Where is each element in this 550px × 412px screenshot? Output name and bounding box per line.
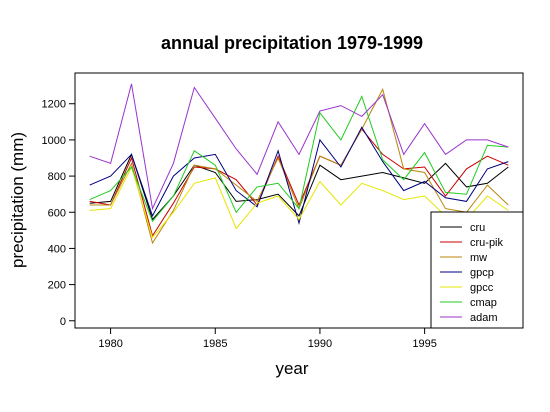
legend-label-mw: mw xyxy=(470,252,487,264)
chart-title: annual precipitation 1979-1999 xyxy=(161,33,423,53)
y-tick-label: 200 xyxy=(48,280,66,292)
series-line-adam xyxy=(89,83,509,211)
legend: cru cru-pik mw gpcp gpcc cmap adam xyxy=(430,211,524,329)
y-tick-label: 400 xyxy=(48,243,66,255)
y-axis: 0 200 400 600 800 1000 1200 xyxy=(42,99,75,328)
x-axis: 1980 1985 1990 1995 xyxy=(98,328,437,350)
x-tick-label: 1995 xyxy=(412,338,436,350)
legend-label-cmap: cmap xyxy=(470,297,497,309)
x-tick-label: 1985 xyxy=(203,338,227,350)
y-tick-label: 800 xyxy=(48,171,66,183)
y-tick-label: 1200 xyxy=(42,99,66,111)
y-axis-label: precipitation (mm) xyxy=(8,132,27,268)
legend-label-cru-pik: cru-pik xyxy=(470,237,504,249)
x-tick-label: 1990 xyxy=(308,338,332,350)
series-layer xyxy=(89,83,509,245)
series-line-cmap xyxy=(89,95,509,223)
legend-label-adam: adam xyxy=(470,312,498,324)
plot-area xyxy=(74,72,524,329)
series-line-cru xyxy=(89,153,509,221)
series-line-gpcp xyxy=(89,126,509,226)
legend-label-gpcc: gpcc xyxy=(470,282,494,294)
series-line-cru-pik xyxy=(89,128,509,238)
y-tick-label: 0 xyxy=(60,316,66,328)
y-tick-label: 1000 xyxy=(42,135,66,147)
x-tick-label: 1980 xyxy=(98,338,122,350)
series-line-gpcc xyxy=(89,165,509,239)
legend-box xyxy=(430,211,524,329)
legend-label-gpcp: gpcp xyxy=(470,267,494,279)
x-axis-label: year xyxy=(275,359,308,378)
y-tick-label: 600 xyxy=(48,207,66,219)
legend-label-cru: cru xyxy=(470,222,485,234)
